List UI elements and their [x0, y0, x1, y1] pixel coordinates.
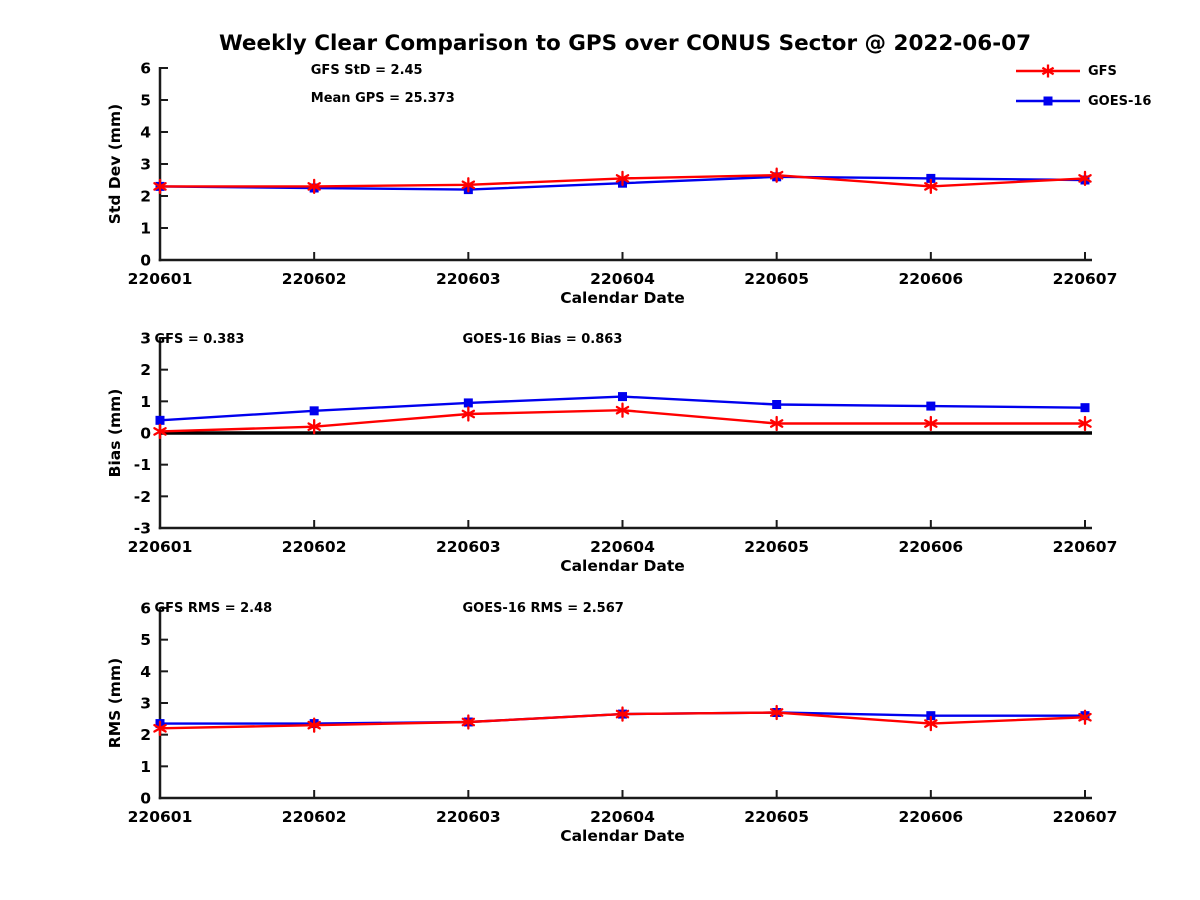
subplot-rms: 0 1 2 3 4 5 6 220601 220602 220603 220604 220605 220…	[106, 600, 1117, 846]
annotation-text: GFS RMS = 2.48	[154, 601, 272, 616]
y-tick-label: 1	[140, 393, 151, 411]
y-tick-label: 0	[140, 252, 151, 270]
y-axis-label: Std Dev (mm)	[106, 104, 124, 224]
marker-asterisk-gfs	[924, 415, 938, 432]
goes16-line-square-icon	[1016, 96, 1080, 106]
y-tick-label: 6	[140, 600, 151, 618]
marker-asterisk-gfs	[307, 717, 321, 733]
y-tick-label: 1	[140, 758, 151, 776]
y-tick-label: 1	[140, 220, 151, 238]
x-tick-label: 220604	[590, 538, 655, 556]
y-tick-label: 3	[140, 695, 151, 713]
marker-asterisk-gfs	[307, 178, 321, 195]
marker-asterisk-gfs	[1078, 709, 1092, 725]
annotation-text: GFS StD = 2.45	[311, 63, 423, 78]
y-tick-label: 3	[140, 330, 151, 348]
marker-square-goes-16	[926, 173, 936, 183]
x-tick-label: 220602	[282, 538, 347, 556]
legend-entry-goes16: GOES-16	[1014, 92, 1151, 110]
y-tick-label: 0	[140, 790, 151, 808]
marker-asterisk-gfs	[615, 706, 630, 722]
annotation-text: GFS = 0.383	[154, 332, 244, 347]
x-tick-label: 220606	[898, 808, 963, 826]
x-tick-label: 220602	[282, 270, 347, 288]
legend-entry-gfs: GFS	[1014, 62, 1151, 80]
marker-asterisk-gfs	[769, 415, 784, 432]
x-axis-label: Calendar Date	[560, 827, 685, 845]
legend-label-goes16: GOES-16	[1088, 93, 1152, 109]
x-tick-label: 220607	[1053, 538, 1118, 556]
marker-asterisk-gfs	[461, 714, 476, 730]
marker-square-goes-16	[926, 401, 936, 411]
chart-title: Weekly Clear Comparison to GPS over CONU…	[218, 31, 1032, 56]
subplot-std-dev: 0 1 2 3 4 5 6 220601 220602 220603 220604 220605 220…	[106, 60, 1117, 308]
y-tick-label: 5	[140, 631, 151, 649]
gfs-line-asterisk-icon	[1016, 64, 1080, 78]
marker-asterisk-gfs	[153, 423, 167, 440]
annotation-text: Mean GPS = 25.373	[311, 91, 455, 106]
x-tick-label: 220607	[1053, 270, 1118, 288]
y-tick-label: -2	[134, 488, 151, 506]
marker-asterisk-gfs	[924, 715, 938, 732]
x-tick-label: 220604	[590, 270, 655, 288]
y-tick-label: 2	[140, 361, 151, 379]
marker-asterisk-gfs	[461, 177, 476, 193]
marker-square-goes-16	[1080, 403, 1090, 413]
marker-square-goes-16	[926, 711, 936, 721]
y-tick-label: 4	[140, 663, 151, 681]
marker-asterisk-gfs	[1078, 415, 1092, 432]
x-tick-label: 220603	[436, 270, 501, 288]
marker-asterisk-gfs	[153, 720, 167, 736]
y-tick-label: 0	[140, 425, 151, 443]
marker-square-goes-16	[309, 406, 319, 416]
x-axis-label: Calendar Date	[560, 289, 685, 307]
x-tick-label: 220605	[744, 808, 809, 826]
y-tick-label: 3	[140, 156, 151, 174]
y-tick-label: -1	[134, 456, 151, 474]
marker-asterisk-gfs	[1078, 170, 1092, 187]
x-tick-label: 220607	[1053, 808, 1118, 826]
y-tick-label: 2	[140, 188, 151, 206]
y-axis-label: RMS (mm)	[106, 658, 124, 748]
marker-asterisk-gfs	[769, 704, 784, 721]
marker-asterisk-gfs	[153, 178, 167, 195]
x-tick-label: 220601	[128, 270, 193, 288]
x-tick-label: 220604	[590, 808, 655, 826]
x-tick-label: 220601	[128, 538, 193, 556]
y-tick-label: 5	[140, 92, 151, 110]
marker-square-goes-16	[772, 400, 782, 409]
legend-label-gfs: GFS	[1088, 63, 1117, 79]
y-tick-label: 6	[140, 60, 151, 78]
y-tick-label: 2	[140, 726, 151, 744]
marker-square-goes-16	[618, 392, 627, 402]
x-tick-label: 220602	[282, 808, 347, 826]
marker-square-goes-16	[463, 398, 473, 408]
x-tick-label: 220605	[744, 538, 809, 556]
x-tick-label: 220605	[744, 270, 809, 288]
marker-asterisk-gfs	[615, 170, 630, 187]
x-tick-label: 220606	[898, 538, 963, 556]
annotation-text: GOES-16 RMS = 2.567	[462, 601, 623, 616]
marker-square-goes-16	[155, 415, 165, 425]
marker-asterisk-gfs	[307, 419, 321, 435]
subplot-bias: -3 -2 -1 0 1 2 3 220601 220602 220603 220604 220605…	[106, 330, 1117, 576]
x-tick-label: 220603	[436, 538, 501, 556]
annotation-text: GOES-16 Bias = 0.863	[462, 332, 622, 347]
x-tick-label: 220603	[436, 808, 501, 826]
marker-asterisk-gfs	[461, 406, 476, 422]
marker-asterisk-gfs	[924, 178, 938, 195]
marker-asterisk-gfs	[615, 402, 630, 418]
y-tick-label: 4	[140, 124, 151, 142]
x-axis-label: Calendar Date	[560, 557, 685, 575]
y-tick-label: -3	[134, 520, 151, 538]
x-tick-label: 220601	[128, 808, 193, 826]
y-axis-label: Bias (mm)	[106, 389, 124, 478]
x-tick-label: 220606	[898, 270, 963, 288]
marker-asterisk-gfs	[769, 167, 784, 183]
legend: GFS GOES-16	[1014, 62, 1151, 110]
